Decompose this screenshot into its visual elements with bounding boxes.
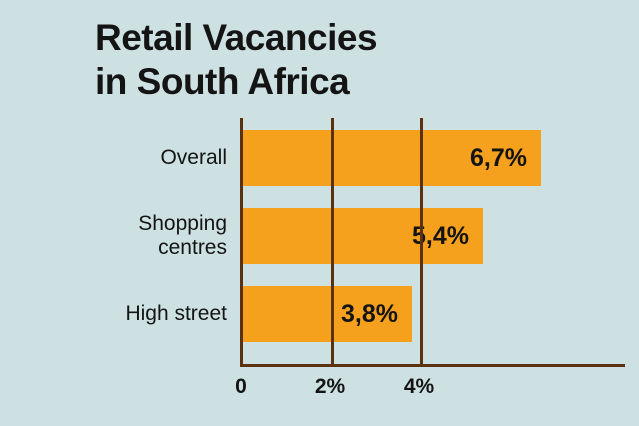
plot-area: 6,7% 5,4% 3,8% bbox=[240, 118, 625, 367]
x-tick-label: 4% bbox=[403, 375, 435, 398]
chart-title-line2: in South Africa bbox=[95, 60, 350, 102]
chart-title-line1: Retail Vacancies bbox=[95, 17, 378, 58]
chart-title: Retail Vacancies in South Africa bbox=[95, 16, 378, 103]
x-tick-label: 0 bbox=[235, 375, 247, 398]
category-label: High street bbox=[125, 301, 227, 325]
category-label: Shopping centres bbox=[138, 211, 227, 259]
category-label: Overall bbox=[160, 145, 227, 169]
bar: 5,4% bbox=[243, 208, 483, 264]
bar: 3,8% bbox=[243, 286, 412, 342]
gridline bbox=[420, 118, 423, 364]
x-tick-label: 2% bbox=[314, 375, 346, 398]
bar-value-label: 3,8% bbox=[341, 299, 398, 328]
bar-value-label: 6,7% bbox=[470, 143, 527, 172]
gridline bbox=[331, 118, 334, 364]
bar: 6,7% bbox=[243, 130, 541, 186]
